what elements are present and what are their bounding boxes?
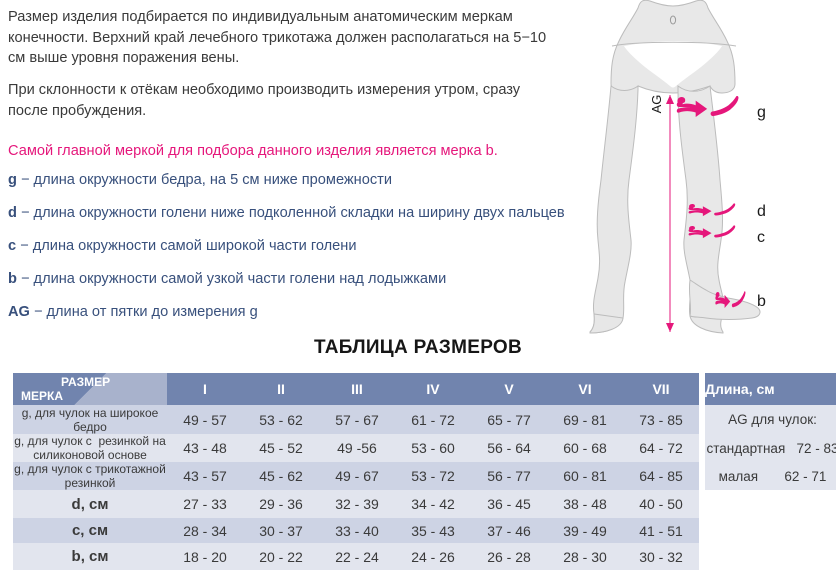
svg-text:b: b: [757, 293, 766, 310]
svg-text:AG: AG: [649, 95, 664, 114]
svg-text:c: c: [757, 229, 765, 246]
svg-text:d: d: [757, 203, 766, 220]
svg-text:g: g: [757, 104, 766, 121]
